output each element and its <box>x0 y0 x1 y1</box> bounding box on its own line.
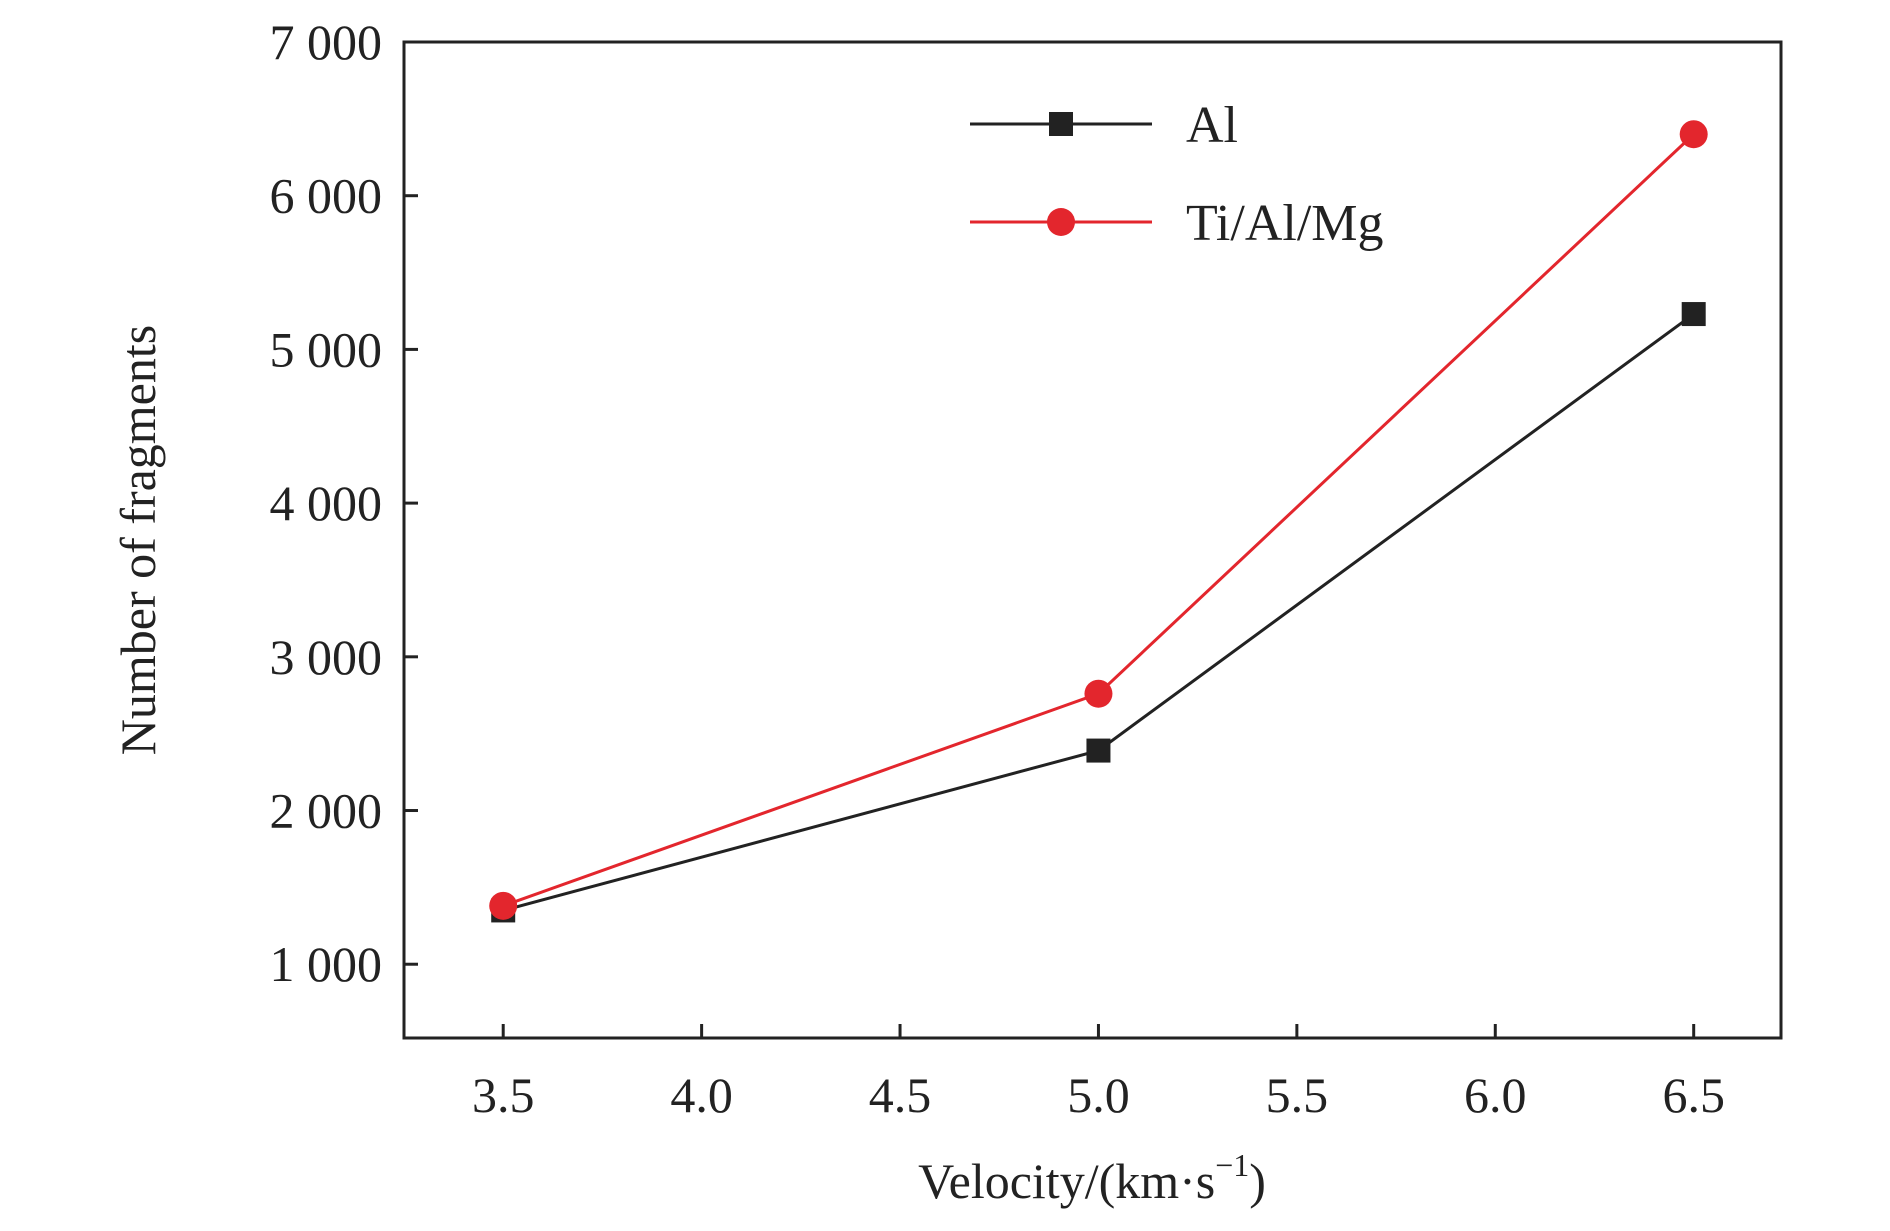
plot-frame <box>402 40 1783 1040</box>
x-tick-label: 3.5 <box>472 1067 535 1123</box>
data-point-al <box>1681 302 1706 327</box>
x-axis-label-superscript: −1 <box>1215 1147 1249 1183</box>
data-point-al <box>1086 738 1111 763</box>
y-tick-label: 1 000 <box>270 936 383 992</box>
series-line-ti-al-mg <box>502 133 1695 908</box>
legend-marker-al <box>1049 112 1073 136</box>
x-tick-label: 6.0 <box>1464 1067 1527 1123</box>
series-ti-al-mg <box>489 120 1708 920</box>
x-tick-label: 5.5 <box>1266 1067 1329 1123</box>
legend-item-ti-al-mg: Ti/Al/Mg <box>970 195 1384 252</box>
y-axis-ticks: 1 000 2 000 3 000 4 000 5 000 6 000 7 000 <box>270 14 418 992</box>
series-layer <box>489 120 1708 923</box>
legend-marker-ti-al-mg <box>1047 208 1075 236</box>
data-point-ti-al-mg <box>1679 120 1708 149</box>
x-tick-label: 4.0 <box>670 1067 733 1123</box>
series-line-al <box>502 312 1695 912</box>
x-tick-label: 4.5 <box>869 1067 932 1123</box>
legend-item-al: Al <box>970 97 1238 154</box>
y-tick-label: 7 000 <box>270 14 383 70</box>
x-tick-label: 6.5 <box>1662 1067 1725 1123</box>
series-al <box>491 302 1706 923</box>
legend-label-al: Al <box>1186 97 1238 154</box>
x-axis-label: Velocity/(km·s−1) <box>918 1147 1266 1209</box>
y-tick-label: 4 000 <box>270 475 383 531</box>
y-tick-label: 2 000 <box>270 783 383 839</box>
x-axis-label-close: ) <box>1249 1153 1266 1209</box>
y-axis-label: Number of fragments <box>110 325 166 755</box>
data-point-ti-al-mg <box>1084 679 1113 708</box>
data-point-ti-al-mg <box>489 891 518 920</box>
x-axis-ticks: 3.5 4.0 4.5 5.0 5.5 6.0 6.5 <box>472 1024 1725 1123</box>
y-tick-label: 6 000 <box>270 168 383 224</box>
legend: Al Ti/Al/Mg <box>970 97 1384 252</box>
legend-label-ti-al-mg: Ti/Al/Mg <box>1186 195 1384 252</box>
y-tick-label: 3 000 <box>270 629 383 685</box>
x-axis-label-main: Velocity/(km·s <box>918 1153 1215 1209</box>
x-tick-label: 5.0 <box>1067 1067 1130 1123</box>
y-tick-label: 5 000 <box>270 321 383 377</box>
y-axis-title: Number of fragments <box>110 325 166 755</box>
